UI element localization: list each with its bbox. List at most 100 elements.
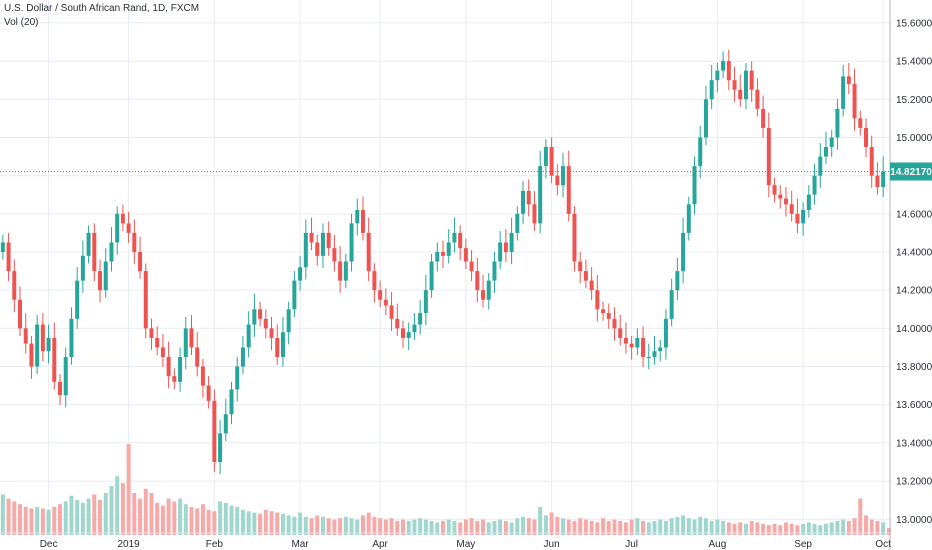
candle-body xyxy=(663,318,668,348)
volume-bar xyxy=(886,528,891,535)
volume-bar xyxy=(492,521,497,535)
candle-body xyxy=(343,261,348,281)
candle-body xyxy=(475,271,480,291)
candle-body xyxy=(863,127,868,147)
volume-bar xyxy=(458,522,463,535)
volume-bar xyxy=(869,519,874,535)
candle-body xyxy=(69,318,74,357)
candle-body xyxy=(721,61,726,71)
volume-bar xyxy=(172,501,177,535)
y-tick-label: 13.80000 xyxy=(896,362,932,373)
candle-body xyxy=(778,194,783,199)
volume-bar xyxy=(160,505,165,535)
volume-bar xyxy=(498,519,503,535)
candle-body xyxy=(349,223,354,262)
x-tick-label: Sep xyxy=(794,539,812,550)
candle-body xyxy=(589,280,594,291)
candle-body xyxy=(320,232,325,256)
volume-bar xyxy=(63,501,68,535)
candle-body xyxy=(172,376,177,382)
candle-body xyxy=(115,213,120,243)
volume-bar xyxy=(812,523,817,535)
volume-bar xyxy=(326,518,331,535)
candle-body xyxy=(618,328,623,338)
last-price-tag xyxy=(890,162,932,181)
volume-bar xyxy=(589,521,594,535)
y-tick-label: 15.00000 xyxy=(896,133,932,144)
volume-bar xyxy=(149,493,154,535)
volume-bar xyxy=(475,521,480,535)
candle-body xyxy=(280,332,285,357)
volume-bar xyxy=(92,494,97,535)
volume-bar xyxy=(726,522,731,535)
volume-bar xyxy=(469,518,474,535)
candle-body xyxy=(326,232,331,249)
volume-bar xyxy=(806,522,811,535)
candle-body xyxy=(63,357,68,396)
candle-body xyxy=(595,290,600,310)
candle-body xyxy=(458,232,463,249)
candle-body xyxy=(772,185,777,195)
candle-body xyxy=(86,232,91,256)
candle-body xyxy=(338,261,343,281)
volume-bar xyxy=(126,444,131,535)
volume-bar xyxy=(738,522,743,535)
candle-body xyxy=(183,328,188,357)
candle-body xyxy=(881,171,886,188)
candle-body xyxy=(652,351,657,357)
volume-bar xyxy=(252,512,257,535)
candle-body xyxy=(755,89,760,109)
candle-body xyxy=(515,213,520,233)
candle-body xyxy=(601,309,606,314)
volume-bar xyxy=(846,521,851,535)
volume-bar xyxy=(761,523,766,535)
volume-bar xyxy=(561,518,566,535)
x-tick-label: 2019 xyxy=(117,539,140,550)
volume-bar xyxy=(138,498,143,535)
candle-body xyxy=(812,175,817,195)
volume-bar xyxy=(486,522,491,535)
volume-bar xyxy=(875,521,880,535)
volume-bar xyxy=(263,509,268,535)
volume-bar xyxy=(298,512,303,535)
volume-bar xyxy=(692,519,697,535)
candle-body xyxy=(406,332,411,338)
candle-body xyxy=(80,255,85,281)
volume-bar xyxy=(338,518,343,535)
candle-body xyxy=(35,324,40,367)
candle-body xyxy=(12,271,17,300)
candle-body xyxy=(383,299,388,306)
candle-body xyxy=(795,213,800,224)
volume-bar xyxy=(280,514,285,535)
candle-body xyxy=(646,357,651,358)
candle-body xyxy=(0,242,5,252)
candle-body xyxy=(692,166,697,205)
candle-body xyxy=(258,309,263,319)
volume-bar xyxy=(703,518,708,535)
candle-body xyxy=(315,242,320,256)
y-tick-label: 14.40000 xyxy=(896,248,932,259)
x-tick-label: May xyxy=(456,539,475,550)
volume-bar xyxy=(120,483,125,535)
volume-bar xyxy=(481,519,486,535)
candle-body xyxy=(58,381,63,396)
volume-bar xyxy=(646,522,651,535)
x-tick-label: Oct xyxy=(875,539,891,550)
candle-body xyxy=(841,76,846,109)
volume-bar xyxy=(778,525,783,535)
candle-body xyxy=(743,70,748,100)
volume-bar xyxy=(629,519,634,535)
volume-bar xyxy=(515,518,520,535)
candle-body xyxy=(206,385,211,401)
volume-bar xyxy=(721,521,726,535)
candle-body xyxy=(623,337,628,344)
chart-title: U.S. Dollar / South African Rand, 1D, FX… xyxy=(4,3,200,14)
volume-bar xyxy=(389,518,394,535)
volume-bar xyxy=(46,509,51,535)
volume-bar xyxy=(686,518,691,535)
y-tick-label: 15.60000 xyxy=(896,18,932,29)
x-tick-label: Mar xyxy=(291,539,309,550)
volume-bar xyxy=(766,525,771,535)
volume-bar xyxy=(435,522,440,535)
candle-body xyxy=(463,248,468,262)
